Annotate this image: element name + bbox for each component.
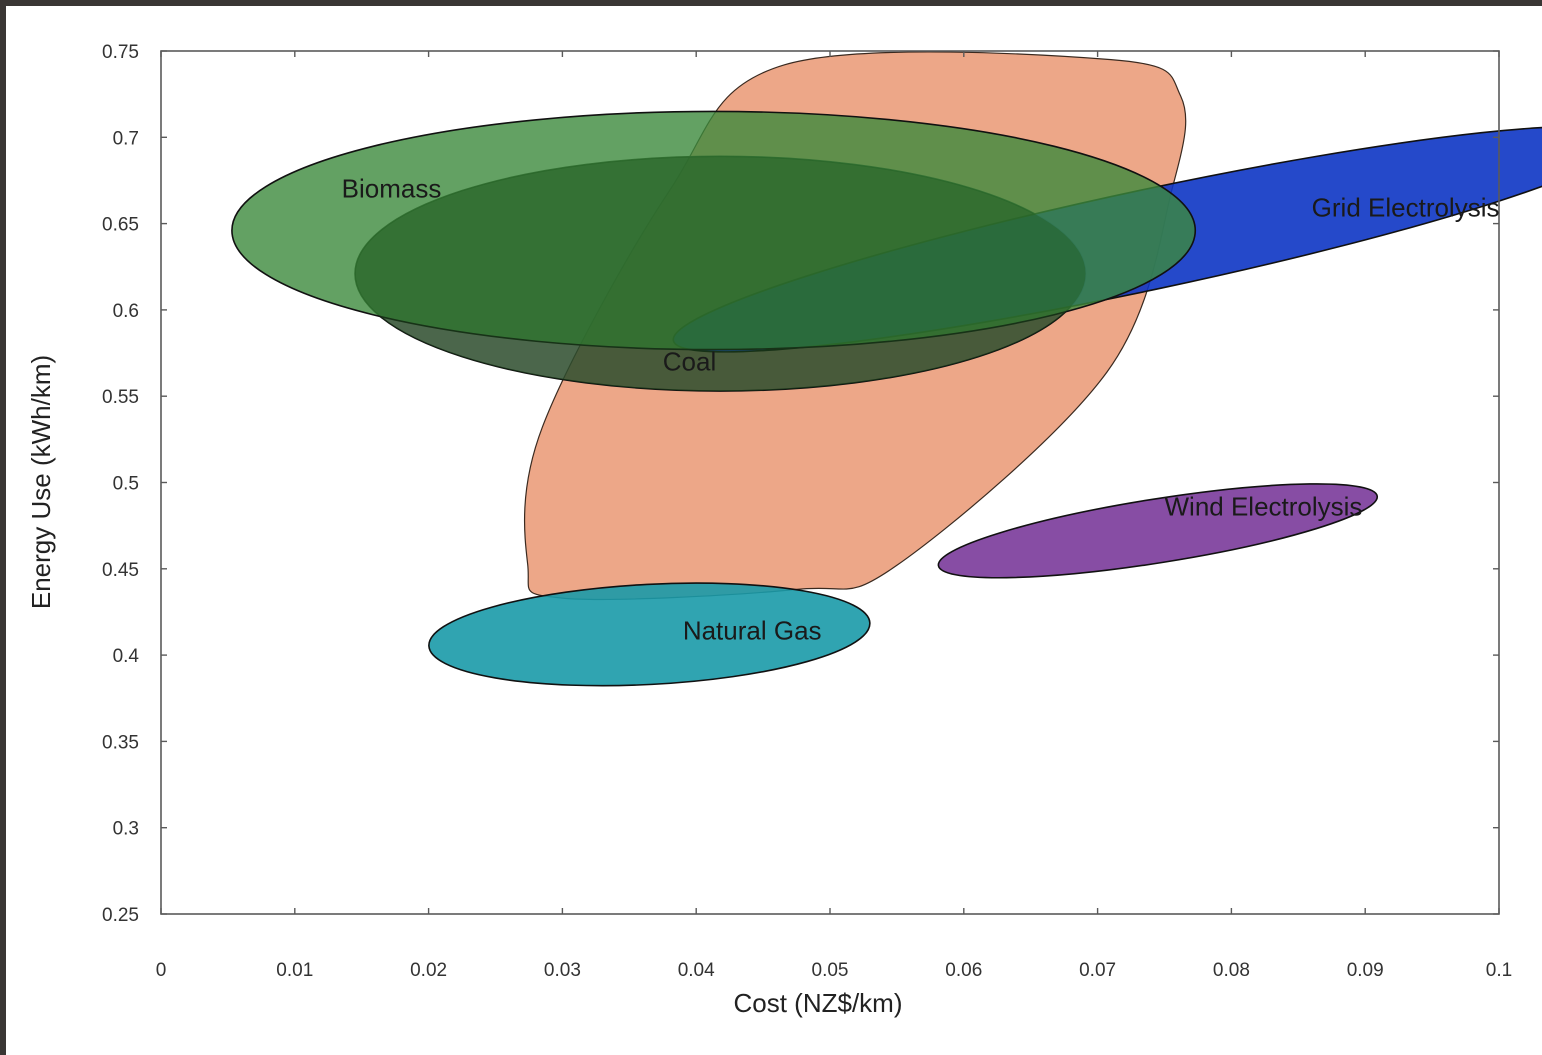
y-tick-label: 0.7: [113, 128, 139, 149]
ticks-layer: 0 0.01 0.02 0.03 0.04 0.05 0.06 0.07 0.08 0.09 0.1…: [102, 42, 1512, 981]
energy-cost-chart: 0 0.01 0.02 0.03 0.04 0.05 0.06 0.07 0.08 0.09 0.1…: [26, 42, 1542, 1018]
x-tick-label: 0.04: [678, 960, 715, 981]
x-tick-label: 0.02: [410, 960, 447, 981]
regions-layer: [231, 51, 1542, 687]
y-tick-label: 0.75: [102, 42, 139, 63]
x-tick-label: 0.08: [1213, 960, 1250, 981]
wind-electrolysis-label: Wind Electrolysis: [1165, 491, 1363, 521]
y-tick-label: 0.65: [102, 215, 139, 236]
x-tick-label: 0.01: [276, 960, 313, 981]
natural-gas-label: Natural Gas: [683, 616, 822, 646]
x-tick-label: 0.07: [1079, 960, 1116, 981]
y-axis-title: Energy Use (kWh/km): [26, 355, 56, 609]
x-axis-title: Cost (NZ$/km): [734, 988, 903, 1018]
y-tick-label: 0.35: [102, 732, 139, 753]
x-tick-label: 0.09: [1347, 960, 1384, 981]
wind-electrolysis-region: [937, 483, 1379, 579]
region-labels-layer: Coal Grid Electrolysis Wind Electrolysis Na…: [342, 174, 1500, 646]
chart-frame: 0 0.01 0.02 0.03 0.04 0.05 0.06 0.07 0.08 0.09 0.1…: [6, 6, 1542, 1055]
x-tick-label: 0.03: [544, 960, 581, 981]
grid-electrolysis-label: Grid Electrolysis: [1312, 193, 1500, 223]
y-tick-label: 0.25: [102, 905, 139, 926]
y-tick-label: 0.6: [113, 301, 139, 322]
biomass-label: Biomass: [342, 174, 442, 204]
x-tick-label: 0.05: [812, 960, 849, 981]
y-tick-label: 0.5: [113, 474, 139, 495]
natural-gas-region: [428, 582, 871, 687]
y-tick-label: 0.55: [102, 387, 139, 408]
overlap-region: [355, 156, 1086, 392]
y-tick-label: 0.45: [102, 560, 139, 581]
y-tick-label: 0.4: [113, 646, 140, 667]
x-tick-label: 0.1: [1486, 960, 1512, 981]
x-tick-label: 0.06: [945, 960, 982, 981]
x-tick-label: 0: [156, 960, 167, 981]
biomass-region: [231, 110, 1197, 351]
coal-label: Coal: [663, 346, 716, 376]
y-tick-label: 0.3: [113, 819, 139, 840]
